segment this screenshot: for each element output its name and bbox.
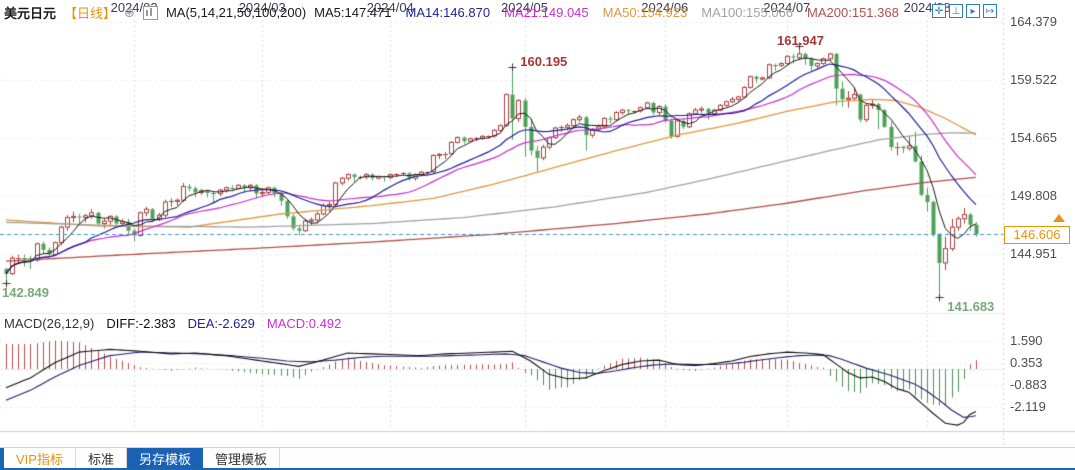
current-price-badge: 146.606 [1004, 226, 1070, 245]
macd-macd-value: MACD:0.492 [266, 316, 342, 331]
extreme-price-annotation: 160.195 [520, 53, 568, 69]
extreme-price-annotation: 142.849 [2, 285, 49, 301]
ma-legend-item-5: MA100:155.066 [701, 5, 794, 20]
tab-2[interactable]: 标准 [76, 448, 127, 468]
scroll-icon[interactable]: ▸ [966, 4, 980, 18]
macd-diff-value: DIFF:-2.383 [106, 316, 176, 331]
ma-legend-item-6: MA200:151.368 [807, 5, 899, 20]
extreme-price-annotation: 161.947 [777, 33, 824, 49]
symbol-name: 美元日元 [4, 6, 57, 21]
ma-legend-item-3: MA21:149.045 [504, 5, 589, 20]
tab-1[interactable]: VIP指标 [4, 448, 76, 468]
price-axis-label: 164.379 [1010, 14, 1057, 29]
x-axis-label: 2024/07 [763, 0, 811, 15]
tab-3[interactable]: 另存模板 [126, 448, 203, 468]
ma-legend: MA5:147.471 MA14:146.870 MA21:149.045 MA50:… [314, 5, 899, 20]
indicator-icon[interactable] [142, 5, 158, 20]
price-axis-label: 154.665 [1010, 129, 1057, 145]
tab-4[interactable]: 管理模板 [203, 448, 281, 468]
price-alert-arrow-icon[interactable] [1053, 214, 1065, 223]
template-tabs: VIP指标 标准 另存模板 管理模板 [4, 448, 281, 468]
macd-header: MACD(26,12,9) DIFF:-2.383 DEA:-2.629 MAC… [4, 316, 341, 331]
macd-axis-label: -0.883 [1010, 376, 1047, 392]
price-axis-label: 149.808 [1010, 187, 1057, 203]
pan-icon[interactable]: ✛ [932, 4, 946, 18]
ma-legend-item-2: MA14:146.870 [405, 5, 491, 20]
macd-params-label[interactable]: MACD(26,12,9) [4, 316, 95, 331]
detach-icon[interactable]: ↦ [983, 4, 997, 18]
macd-axis-label: 1.590 [1010, 332, 1043, 348]
macd-dea-value: DEA:-2.629 [187, 316, 255, 331]
extreme-price-annotation: 141.683 [947, 298, 995, 314]
macd-axis-label: 0.353 [1010, 354, 1043, 370]
price-axis-label: 144.951 [1010, 245, 1057, 261]
x-axis-label: 2024/06 [641, 0, 689, 15]
price-axis-label: 159.522 [1010, 71, 1057, 87]
macd-axis-label: -2.119 [1010, 398, 1046, 414]
ma-params-label[interactable]: MA(5,14,21,50,100,200) [165, 5, 307, 20]
add-compare-icon[interactable]: ⊕ [124, 4, 135, 20]
template-tab-bar: VIP指标 标准 另存模板 管理模板 [0, 447, 1075, 468]
tab-bar-accent [0, 448, 4, 468]
chart-toolbar: ✛ ⊥ ▸ ↦ [932, 4, 997, 18]
chart-header: 美元日元 【日线】 ⊕ MA(5,14,21,50,100,200) MA5:1… [4, 3, 899, 22]
ma-legend-item-1: MA5:147.471 [314, 5, 392, 20]
x-axis-label: 2024/03 [238, 0, 286, 15]
scale-icon[interactable]: ⊥ [949, 4, 963, 18]
x-axis-label: 2024/04 [366, 0, 414, 15]
ma-legend-item-4: MA50:154.923 [602, 5, 688, 20]
x-axis-label: 2024/05 [501, 0, 548, 15]
period-label[interactable]: 【日线】 [64, 6, 117, 21]
